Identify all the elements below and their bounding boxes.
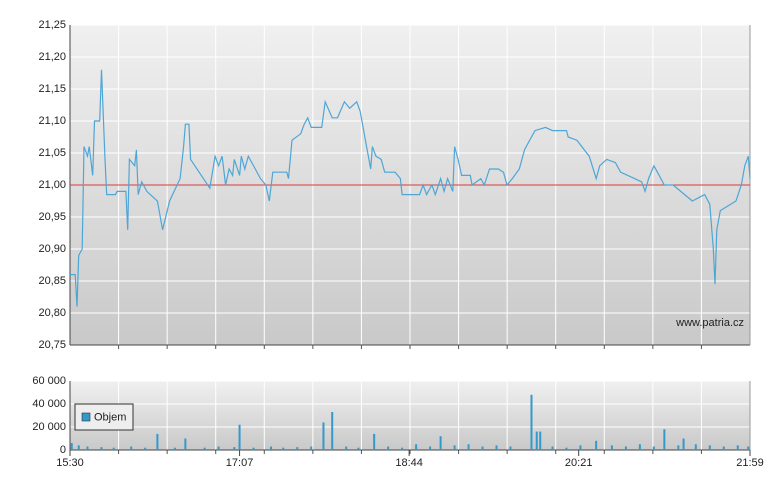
- volume-bar: [252, 447, 255, 450]
- volume-bar: [530, 394, 533, 450]
- y-tick-label: 60 000: [32, 375, 66, 387]
- volume-bar: [708, 445, 711, 450]
- volume-bar: [310, 446, 313, 450]
- y-tick-label: 21,20: [38, 51, 66, 63]
- volume-bar: [387, 446, 390, 450]
- volume-bar: [233, 447, 236, 450]
- volume-bar: [156, 433, 159, 450]
- y-tick-label: 0: [60, 444, 66, 456]
- price-line: [70, 69, 751, 307]
- volume-bar: [112, 447, 115, 450]
- volume-bar: [638, 444, 641, 450]
- volume-bar: [77, 445, 80, 450]
- volume-bar: [677, 445, 680, 450]
- volume-bar: [184, 438, 187, 450]
- volume-bar: [535, 431, 538, 450]
- volume-bar: [144, 447, 147, 450]
- volume-bar: [173, 447, 176, 450]
- volume-bar: [296, 447, 299, 450]
- y-tick-label: 20,85: [38, 275, 66, 287]
- volume-bar: [86, 446, 89, 450]
- y-tick-label: 21,25: [38, 19, 66, 31]
- volume-bar: [736, 445, 739, 450]
- y-tick-label: 40 000: [32, 398, 66, 410]
- y-tick-label: 21,15: [38, 83, 66, 95]
- y-tick-label: 20,95: [38, 211, 66, 223]
- y-tick-label: 20 000: [32, 421, 66, 433]
- volume-bar: [722, 446, 725, 450]
- volume-bar: [238, 424, 241, 450]
- volume-bar: [439, 436, 442, 450]
- volume-bar: [130, 446, 133, 450]
- legend-label: Objem: [94, 411, 126, 423]
- volume-bar: [217, 446, 220, 450]
- volume-bar: [415, 444, 418, 450]
- volume-bar: [481, 446, 484, 450]
- legend-swatch: [81, 412, 91, 422]
- y-tick-label: 20,80: [38, 307, 66, 319]
- volume-bar: [453, 445, 456, 450]
- volume-bar: [401, 447, 404, 450]
- x-tick-label: 18:44: [395, 457, 423, 469]
- volume-bar: [624, 446, 627, 450]
- volume-bar: [429, 446, 432, 450]
- volume-bar: [467, 444, 470, 450]
- volume-bar: [322, 422, 325, 450]
- volume-bar: [747, 446, 750, 450]
- volume-bar: [345, 446, 348, 450]
- volume-bar: [373, 433, 376, 450]
- x-tick-label: 20:21: [565, 457, 593, 469]
- volume-bar: [694, 444, 697, 450]
- y-tick-label: 21,10: [38, 115, 66, 127]
- volume-bar: [652, 446, 655, 450]
- volume-bar: [610, 445, 613, 450]
- y-tick-label: 20,90: [38, 243, 66, 255]
- y-tick-label: 21,00: [38, 179, 66, 191]
- volume-bar: [100, 447, 103, 450]
- volume-bar: [565, 447, 568, 450]
- volume-bar: [539, 431, 542, 450]
- x-tick-label: 21:59: [736, 457, 764, 469]
- watermark: www.patria.cz: [675, 317, 744, 329]
- x-tick-label: 17:07: [226, 457, 254, 469]
- volume-bar: [495, 445, 498, 450]
- volume-bar: [551, 446, 554, 450]
- volume-bar: [509, 446, 512, 450]
- volume-bar: [70, 443, 73, 450]
- volume-bar: [331, 412, 334, 450]
- y-tick-label: 20,75: [38, 339, 66, 351]
- y-tick-label: 21,05: [38, 147, 66, 159]
- volume-bar: [282, 447, 285, 450]
- x-tick-label: 15:30: [56, 457, 84, 469]
- volume-bar: [595, 440, 598, 450]
- volume-bar: [270, 446, 273, 450]
- volume-bar: [682, 438, 685, 450]
- volume-bar: [203, 447, 206, 450]
- volume-bar: [579, 445, 582, 450]
- plot-layer: 20,75 20,80 20,85 20,90 20,95 21,00 21,05 21,10…: [32, 19, 763, 469]
- volume-bar: [663, 429, 666, 450]
- volume-bar: [357, 447, 360, 450]
